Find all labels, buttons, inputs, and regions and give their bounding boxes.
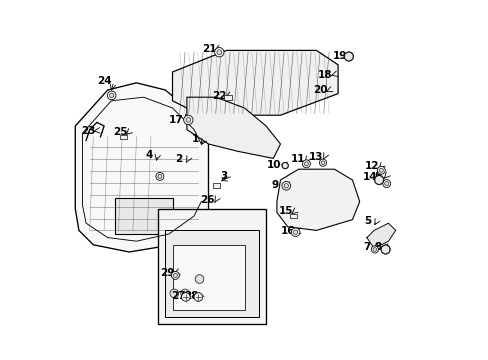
Text: 17: 17 <box>168 114 183 125</box>
Circle shape <box>291 228 299 237</box>
Circle shape <box>293 230 297 234</box>
Circle shape <box>370 246 378 253</box>
Circle shape <box>183 115 193 125</box>
Circle shape <box>171 271 179 279</box>
Circle shape <box>181 289 189 298</box>
Circle shape <box>109 93 114 98</box>
Text: 29: 29 <box>160 267 174 278</box>
Circle shape <box>302 160 310 168</box>
Text: 9: 9 <box>271 180 278 190</box>
Bar <box>165 230 258 317</box>
Text: 2: 2 <box>175 154 182 165</box>
Circle shape <box>304 162 308 166</box>
Text: 14: 14 <box>363 172 377 183</box>
Circle shape <box>156 172 163 180</box>
Bar <box>120 135 127 139</box>
Circle shape <box>374 175 383 185</box>
Circle shape <box>284 184 288 188</box>
Text: 15: 15 <box>278 206 292 216</box>
Text: 23: 23 <box>81 126 95 136</box>
Text: 5: 5 <box>364 216 371 226</box>
Text: 28: 28 <box>183 291 198 301</box>
Text: 6: 6 <box>373 171 381 181</box>
Circle shape <box>282 162 288 169</box>
Circle shape <box>194 293 203 301</box>
Text: 27: 27 <box>171 291 185 301</box>
Text: 20: 20 <box>312 85 326 95</box>
Bar <box>115 198 172 234</box>
Text: 26: 26 <box>200 195 214 205</box>
Polygon shape <box>366 223 395 248</box>
Text: 19: 19 <box>332 51 346 61</box>
Text: 1: 1 <box>192 134 199 144</box>
Text: 8: 8 <box>374 242 381 252</box>
Bar <box>213 183 220 188</box>
Circle shape <box>379 168 383 172</box>
Circle shape <box>282 181 290 190</box>
Bar <box>224 95 232 100</box>
Text: 4: 4 <box>145 150 152 160</box>
Circle shape <box>382 180 390 188</box>
PathPatch shape <box>172 50 337 115</box>
PathPatch shape <box>276 169 359 230</box>
Text: 7: 7 <box>363 242 370 252</box>
Text: 16: 16 <box>281 226 295 236</box>
Circle shape <box>372 248 376 251</box>
Text: 24: 24 <box>97 76 112 86</box>
Text: 22: 22 <box>212 91 226 101</box>
Text: 13: 13 <box>308 152 323 162</box>
Circle shape <box>384 182 388 186</box>
Circle shape <box>181 293 190 301</box>
Circle shape <box>170 289 178 298</box>
Circle shape <box>158 175 162 179</box>
Text: 25: 25 <box>113 127 127 137</box>
Circle shape <box>377 166 385 174</box>
Text: 18: 18 <box>318 69 332 80</box>
Circle shape <box>185 117 190 122</box>
Text: 11: 11 <box>291 154 305 164</box>
Circle shape <box>214 48 224 57</box>
Circle shape <box>195 275 203 283</box>
Bar <box>172 245 244 310</box>
Circle shape <box>344 52 353 61</box>
Text: 21: 21 <box>202 44 216 54</box>
FancyBboxPatch shape <box>158 209 265 324</box>
Bar <box>289 214 296 218</box>
Circle shape <box>173 274 177 278</box>
Circle shape <box>107 91 116 100</box>
Circle shape <box>319 159 326 166</box>
Circle shape <box>321 161 324 165</box>
Text: 3: 3 <box>220 171 227 181</box>
PathPatch shape <box>186 97 280 158</box>
Text: 12: 12 <box>365 161 379 171</box>
PathPatch shape <box>75 83 208 252</box>
Circle shape <box>217 50 221 55</box>
Text: 10: 10 <box>266 160 281 170</box>
Circle shape <box>380 245 389 254</box>
